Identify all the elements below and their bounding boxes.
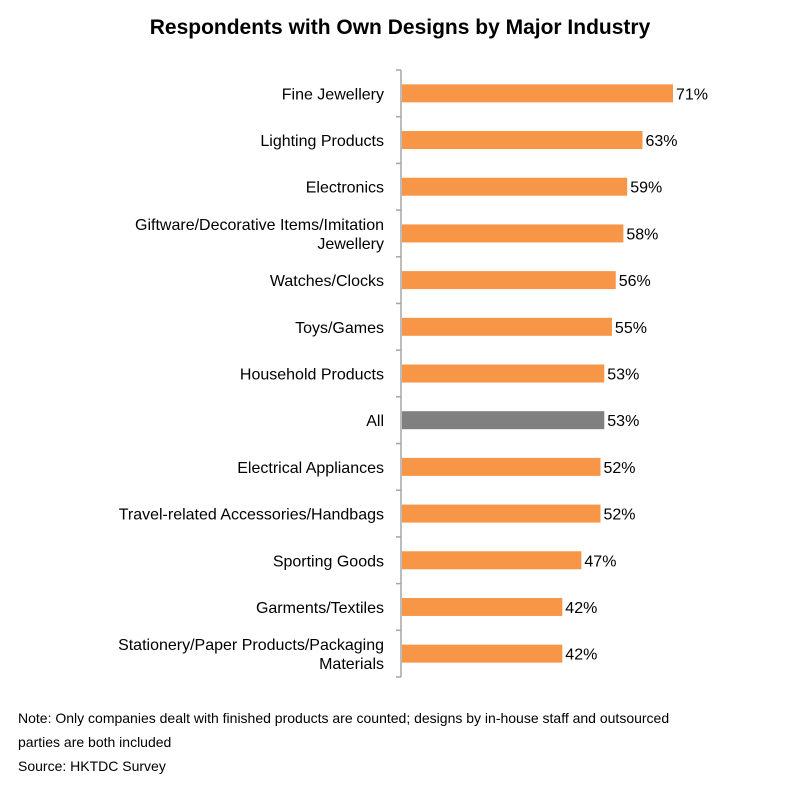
category-label-11: Garments/Textiles [256,600,384,617]
category-labels: Fine Jewellery Lighting Products Electroni… [118,86,384,673]
bar-8 [402,457,601,476]
category-label-5: Toys/Games [295,320,384,337]
value-labels: 71% 63% 59% 58% 56% 55% 53% 53% 52% 52% 47% 42% 42% [565,86,708,663]
category-label-8: Electrical Appliances [237,460,384,477]
bar-6 [402,364,605,383]
bar-4 [402,271,616,290]
bar-3 [402,224,624,243]
chart-title: Respondents with Own Designs by Major In… [149,16,651,39]
value-label-12: 42% [565,647,597,664]
value-label-9: 52% [603,507,635,524]
bar-1 [402,131,643,150]
value-label-4: 56% [619,273,651,290]
value-label-7: 53% [607,413,639,430]
value-label-5: 55% [615,320,647,337]
value-label-10: 47% [584,553,616,570]
note-line-1: Note: Only companies dealt with finished… [18,710,670,726]
value-label-11: 42% [565,600,597,617]
bar-chart: Fine Jewellery Lighting Products Electroni… [118,69,708,678]
source-line: Source: HKTDC Survey [18,758,166,774]
bar-5 [402,317,612,336]
value-label-8: 52% [603,460,635,477]
value-label-6: 53% [607,367,639,384]
category-label-12: Stationery/Paper Products/Packaging Mater… [118,637,384,673]
category-label-0: Fine Jewellery [282,86,384,103]
category-label-4: Watches/Clocks [270,273,384,290]
bar-10 [402,551,582,570]
bars-group [402,84,673,663]
bar-12 [402,644,563,663]
bar-7 [402,411,605,430]
category-label-3: Giftware/Decorative Items/Imitation Jewel… [135,217,384,253]
bar-0 [402,84,673,103]
category-label-1: Lighting Products [260,133,384,150]
notes: Note: Only companies dealt with finished… [18,706,798,778]
value-label-1: 63% [645,133,677,150]
bar-11 [402,597,563,616]
category-label-6: Household Products [240,367,384,384]
category-label-7: All [366,413,384,430]
category-label-2: Electronics [306,180,384,197]
value-label-0: 71% [676,86,708,103]
category-label-9: Travel-related Accessories/Handbags [119,507,384,524]
bar-2 [402,177,628,196]
value-label-2: 59% [630,180,662,197]
value-label-3: 58% [626,226,658,243]
category-label-10: Sporting Goods [273,553,384,570]
category-axis [396,69,402,678]
bar-9 [402,504,601,523]
note-line-2: parties are both included [18,734,172,750]
